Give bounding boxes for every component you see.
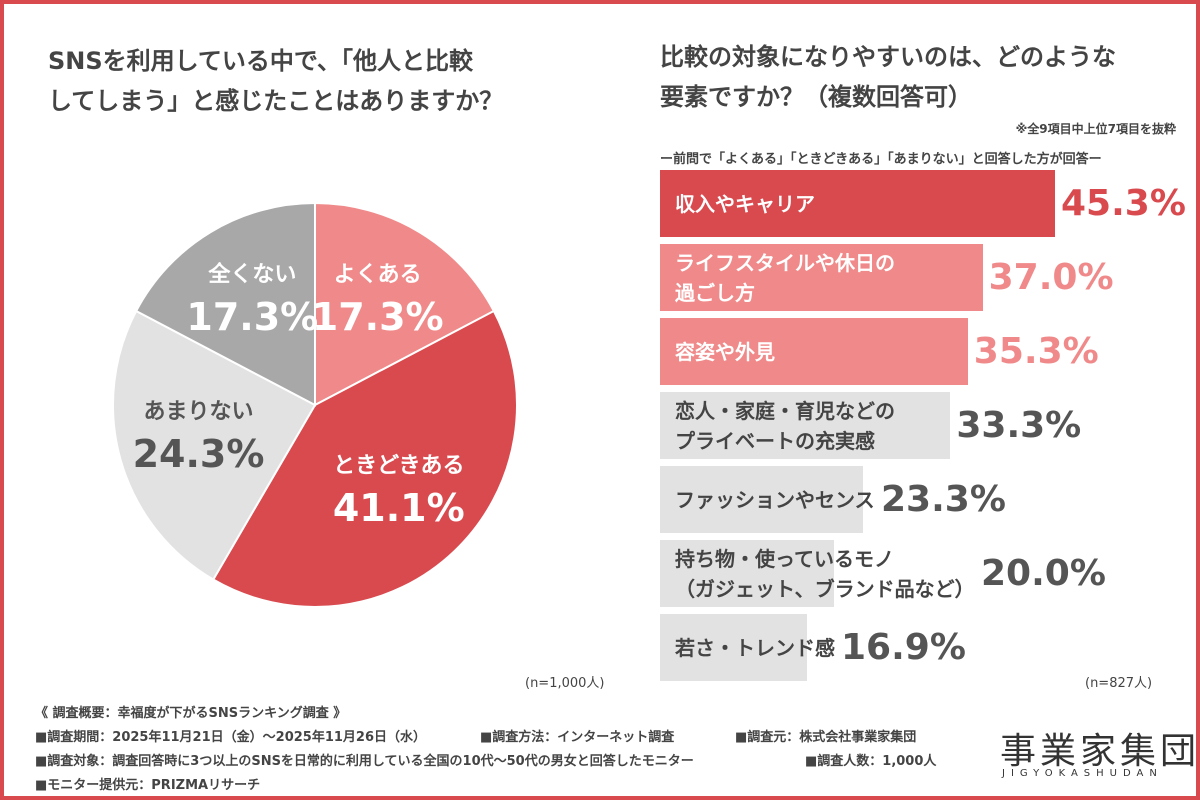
- slice-label: よくある: [334, 262, 422, 287]
- bar-label-line: （ガジェット、ブランド品など）: [675, 576, 975, 601]
- footer-item: ■調査方法：インターネット調査: [480, 730, 675, 745]
- bar-label-line: ライフスタイルや休日の: [675, 250, 895, 275]
- pie-slice: [211, 309, 518, 608]
- chart-subtitle: ※全9項目中上位7項目を抜粋: [1015, 122, 1176, 136]
- pie-slice: [134, 201, 316, 407]
- bar: [660, 392, 951, 459]
- bar: [660, 318, 968, 385]
- pie-slice: [112, 309, 317, 581]
- footer-item: ■調査対象：調査回答時に3つ以上のSNSを日常的に利用している全国の10代～50…: [35, 754, 694, 769]
- bar-label: 持ち物・使っているモノ （ガジェット、ブランド品など）: [675, 540, 975, 607]
- bar-label: 恋人・家庭・育児などの プライベートの充実感: [675, 392, 895, 459]
- bar: [660, 244, 983, 311]
- bar-value: 23.3%: [881, 479, 1006, 520]
- bar-value: 20.0%: [981, 553, 1106, 594]
- bar-label: ライフスタイルや休日の 過ごし方: [675, 244, 895, 311]
- footer-heading: 《 調査概要：幸福度が下がるSNSランキング調査 》: [35, 706, 347, 721]
- chart-title: 比較の対象になりやすいのは、どのような: [660, 43, 1116, 71]
- bar-label: 収入やキャリア: [675, 170, 815, 237]
- footer-item: ■調査期間：2025年11月21日（金）～2025年11月26日（水）: [35, 730, 427, 745]
- bar-label-line: 持ち物・使っているモノ: [675, 546, 894, 571]
- bar-label-line: プライベートの充実感: [675, 428, 875, 453]
- slice-label: 全くない: [207, 261, 296, 287]
- bar-label-line: 容姿や外見: [675, 339, 775, 364]
- bar: [660, 466, 864, 533]
- logo-roman: JIGYOKASHUDAN: [1002, 768, 1163, 779]
- sample-note: (n=827人): [1085, 676, 1153, 691]
- bar-label: ファッションやセンス: [675, 466, 875, 533]
- bar-label: 容姿や外見: [675, 318, 775, 385]
- pie-slice: [314, 201, 496, 407]
- bar-label-line: 過ごし方: [675, 280, 755, 305]
- chart-caption: ー前問で「よくある」「ときどきある」「あまりない」と回答した方が回答ー: [660, 152, 1102, 167]
- bar-label-line: ファッションやセンス: [675, 487, 875, 512]
- bar: [660, 614, 808, 681]
- footer-item: ■モニター提供元：PRIZMAリサーチ: [35, 778, 261, 793]
- slice-value: 24.3%: [133, 432, 265, 476]
- slice-value: 41.1%: [333, 486, 465, 530]
- bar: [660, 540, 835, 607]
- chart-title: 要素ですか？（複数回答可）: [660, 83, 972, 111]
- bar-value: 35.3%: [973, 331, 1099, 372]
- bar-value: 37.0%: [988, 257, 1114, 298]
- chart-title: SNSを利用している中で、「他人と比較: [48, 47, 473, 75]
- slice-label: ときどきある: [333, 454, 464, 479]
- bar-label-line: 収入やキャリア: [675, 191, 815, 216]
- bar-label-line: 若さ・トレンド感: [675, 635, 835, 660]
- sample-note: (n=1,000人): [525, 676, 605, 691]
- bar-value: 45.3%: [1061, 183, 1186, 224]
- bar-value: 16.9%: [841, 627, 966, 668]
- footer-item: ■調査元：株式会社事業家集団: [735, 730, 917, 745]
- bar-label: 若さ・トレンド感: [675, 614, 835, 681]
- bar: [660, 170, 1055, 237]
- footer-item: ■調査人数：1,000人: [805, 754, 937, 769]
- slice-value: 17.3%: [186, 295, 318, 339]
- chart-title: してしまう」と感じたことはありますか？: [48, 87, 504, 115]
- bar-label-line: 恋人・家庭・育児などの: [675, 398, 895, 423]
- pie-chart: よくある 17.3% ときどきある 41.1% あまりない 24.3% 全くない 17.3%: [112, 201, 518, 608]
- slice-label: あまりない: [143, 399, 253, 424]
- logo-name: 事業家集団: [1000, 731, 1200, 772]
- bar-value: 33.3%: [956, 405, 1082, 446]
- slice-value: 17.3%: [312, 295, 444, 339]
